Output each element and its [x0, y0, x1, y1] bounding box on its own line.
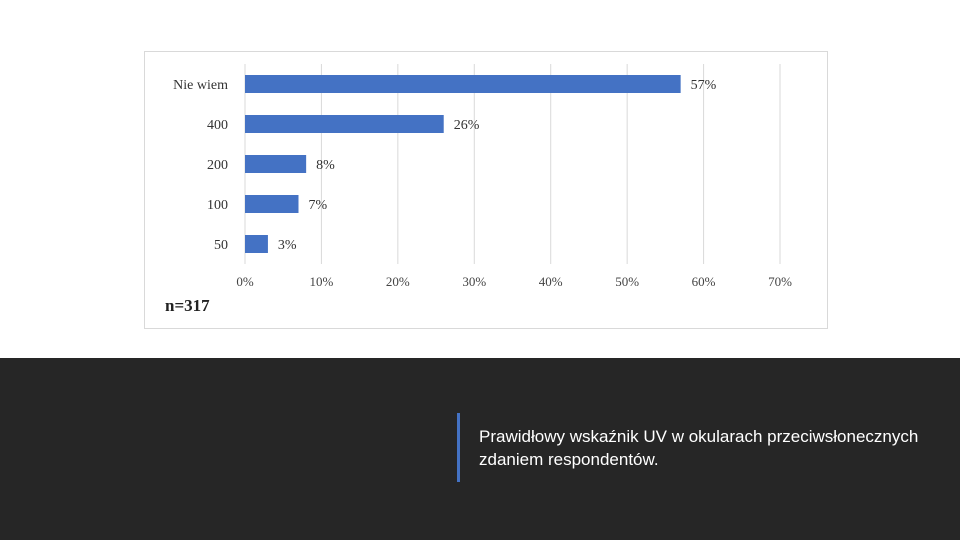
- x-tick-label: 30%: [462, 274, 486, 289]
- sample-size-note: n=317: [165, 296, 210, 315]
- bar: [245, 235, 268, 253]
- category-label: 50: [214, 238, 228, 253]
- data-label: 26%: [454, 118, 480, 133]
- x-tick-label: 70%: [768, 274, 792, 289]
- data-label: 8%: [316, 158, 335, 173]
- category-label: 200: [207, 158, 228, 173]
- category-label: Nie wiem: [173, 78, 228, 93]
- data-label: 3%: [278, 238, 297, 253]
- x-tick-label: 40%: [539, 274, 563, 289]
- category-label: 100: [207, 198, 228, 213]
- chart-frame: 0% 10% 20% 30% 40% 50% 60% 70% Nie wiem 57% 400 26%…: [144, 51, 828, 329]
- x-tick-label: 10%: [310, 274, 334, 289]
- x-tick-label: 60%: [692, 274, 716, 289]
- x-tick-label: 20%: [386, 274, 410, 289]
- data-label: 7%: [309, 198, 328, 213]
- bar: [245, 115, 444, 133]
- data-label: 57%: [691, 78, 717, 93]
- footer-band: [0, 358, 960, 540]
- bar-chart: 0% 10% 20% 30% 40% 50% 60% 70% Nie wiem 57% 400 26%…: [173, 64, 792, 289]
- bar: [245, 195, 299, 213]
- category-label: 400: [207, 118, 228, 133]
- x-tick-label: 0%: [236, 274, 254, 289]
- x-tick-label: 50%: [615, 274, 639, 289]
- bar: [245, 155, 307, 173]
- bar: [245, 75, 681, 93]
- caption-accent-rule: [457, 413, 460, 482]
- slide-caption: Prawidłowy wskaźnik UV w okularach przec…: [479, 427, 919, 469]
